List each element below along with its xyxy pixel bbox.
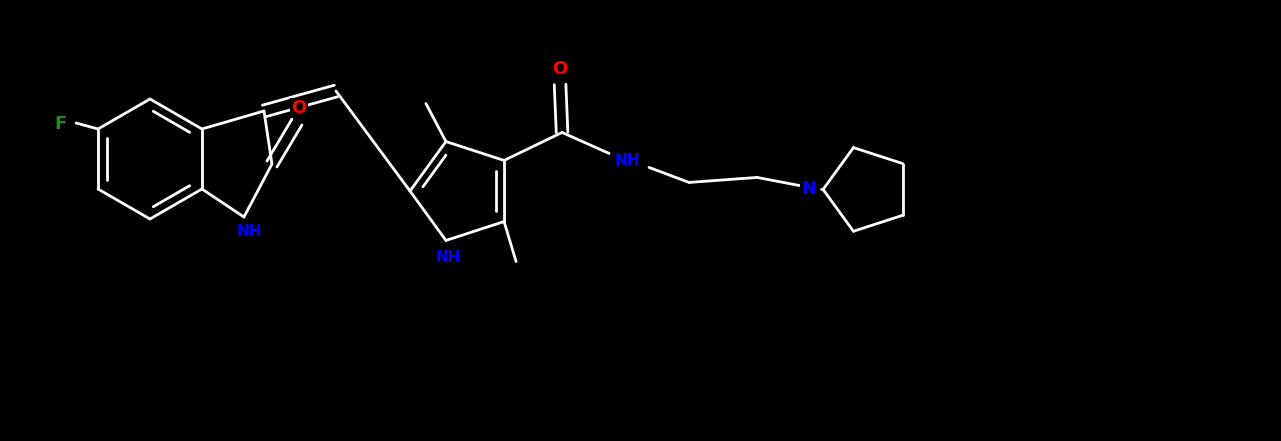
Text: O: O [291, 99, 306, 117]
Text: NH: NH [236, 224, 261, 239]
Text: NH: NH [436, 250, 461, 265]
Text: F: F [54, 115, 67, 133]
Text: NH: NH [615, 153, 639, 168]
Text: O: O [552, 60, 567, 78]
Text: N: N [802, 180, 816, 198]
